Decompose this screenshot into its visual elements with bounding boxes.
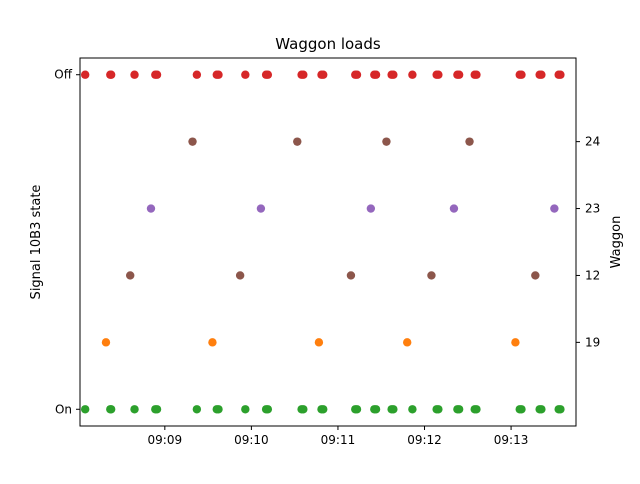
data-point-signal-off [106,70,116,79]
data-point-signal-off [434,70,443,79]
data-point-signal-on [408,405,417,414]
data-point-waggon-23 [449,204,459,213]
series-4 [126,271,540,280]
data-point-waggon-19 [101,338,111,347]
data-point-waggon-19 [511,338,520,347]
data-point-waggon-12 [531,271,540,280]
data-point-signal-off [192,70,202,79]
chart-title: Waggon loads [275,35,381,53]
data-point-waggon-23 [146,204,156,213]
plot-frame [79,57,577,427]
data-point-waggon-24 [293,137,302,146]
data-point-signal-on [263,405,273,414]
x-tick-label: 09:09 [148,433,183,447]
data-point-waggon-12 [126,271,135,280]
data-point-signal-on [389,405,398,414]
data-point-waggon-19 [403,338,412,347]
data-point-signal-on [319,405,328,414]
x-tick-label: 09:12 [407,433,442,447]
data-point-waggon-23 [256,204,266,213]
chart-marks [80,70,565,414]
data-point-signal-on [241,405,250,414]
y-tick-label-right: 19 [585,335,600,349]
data-point-signal-off [130,70,139,79]
y-tick-label-right: 12 [585,268,600,282]
data-point-waggon-23 [550,204,559,213]
y-tick-label-left: Off [54,68,72,82]
data-point-signal-on [371,405,381,414]
data-point-signal-off [472,70,481,79]
data-point-waggon-23 [366,204,376,213]
data-point-signal-off [263,70,273,79]
data-point-signal-off [537,70,546,79]
data-point-signal-off [80,70,90,79]
data-point-signal-on [106,405,116,414]
series-3 [146,204,559,213]
data-point-signal-off [152,70,162,79]
plot-area [80,58,576,426]
data-point-signal-on [352,405,362,414]
data-point-signal-on [517,405,526,414]
data-point-signal-on [130,405,139,414]
data-point-signal-off [389,70,398,79]
chart-axes: 09:09 09:10 09:11 09:12 09:13 Off On 24 23 12 19 [54,68,600,447]
data-point-waggon-12 [427,271,436,280]
data-point-signal-on [299,405,308,414]
data-point-waggon-24 [188,137,197,146]
data-point-signal-off [556,70,565,79]
x-tick-label: 09:11 [321,433,356,447]
series-0 [80,70,565,79]
y-axis-label-right: Waggon [609,216,624,269]
series-5 [101,338,520,347]
y-tick-label-right: 23 [585,202,600,216]
series-1 [80,405,565,414]
data-point-waggon-24 [465,137,474,146]
data-point-signal-off [352,70,362,79]
y-tick-label-left: On [55,402,72,416]
data-point-signal-off [241,70,250,79]
data-point-signal-on [556,405,565,414]
data-point-waggon-12 [346,271,356,280]
data-point-signal-on [214,405,223,414]
data-point-signal-off [319,70,328,79]
data-point-signal-on [454,405,464,414]
data-point-signal-on [537,405,546,414]
data-point-signal-on [434,405,443,414]
x-tick-label: 09:10 [234,433,269,447]
data-point-signal-off [371,70,381,79]
data-point-signal-on [152,405,162,414]
data-point-signal-off [408,70,417,79]
data-point-waggon-19 [314,338,324,347]
data-point-signal-off [299,70,308,79]
data-point-signal-off [454,70,464,79]
y-axis-label-left: Signal 10B3 state [29,185,44,300]
data-point-signal-off [214,70,223,79]
data-point-signal-off [517,70,526,79]
x-tick-label: 09:13 [494,433,529,447]
data-point-waggon-12 [235,271,245,280]
data-point-signal-on [472,405,481,414]
data-point-waggon-19 [208,338,217,347]
series-2 [188,137,474,146]
y-tick-label-right: 24 [585,135,600,149]
data-point-signal-on [192,405,202,414]
data-point-signal-on [80,405,90,414]
data-point-waggon-24 [382,137,391,146]
